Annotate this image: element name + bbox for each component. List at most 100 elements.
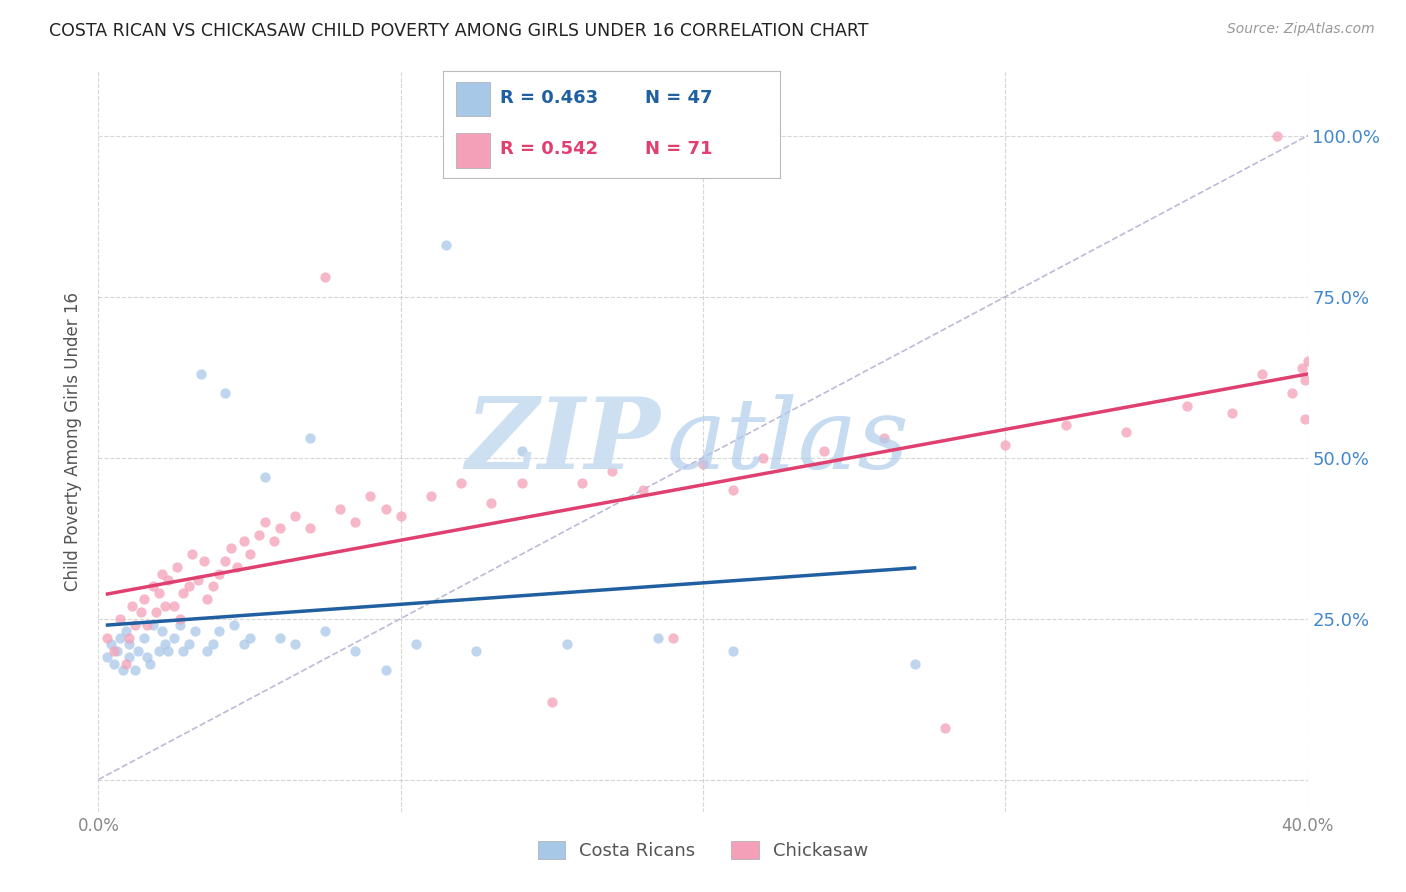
Point (1054, 418, 1077, 433)
Point (602, 463, 624, 477)
Point (187, 573, 209, 587)
Point (647, 631, 669, 645)
Point (299, 431, 322, 445)
Point (124, 663, 146, 677)
Point (153, 637, 176, 651)
Point (150, 566, 173, 581)
Point (481, 496, 503, 510)
Point (540, 695, 562, 709)
Point (314, 270, 336, 285)
Text: COSTA RICAN VS CHICKASAW CHILD POVERTY AMONG GIRLS UNDER 16 CORRELATION CHART: COSTA RICAN VS CHICKASAW CHILD POVERTY A… (49, 22, 869, 40)
Point (263, 534, 285, 549)
Point (631, 483, 654, 497)
Text: N = 47: N = 47 (645, 89, 713, 107)
Point (299, 521, 322, 535)
Point (420, 489, 443, 503)
Point (179, 579, 201, 593)
Point (139, 657, 162, 671)
Point (1251, 367, 1274, 381)
Point (253, 470, 276, 484)
Point (166, 560, 188, 574)
Point (1220, 406, 1243, 420)
Point (172, 644, 194, 658)
Point (135, 618, 157, 632)
Point (247, 528, 270, 542)
Point (1175, 399, 1198, 413)
Point (873, 431, 896, 445)
Point (389, 508, 412, 523)
Point (374, 502, 396, 516)
Point (132, 631, 155, 645)
Point (723, 644, 745, 658)
Point (148, 586, 170, 600)
Point (934, 721, 956, 735)
Point (190, 367, 212, 381)
Point (571, 476, 593, 491)
Point (103, 657, 125, 671)
Point (132, 592, 155, 607)
Point (150, 624, 173, 639)
Bar (457, 82, 491, 116)
Point (118, 650, 141, 665)
Point (1281, 386, 1303, 401)
Point (103, 644, 125, 658)
Point (179, 637, 201, 651)
Point (284, 637, 307, 651)
Point (1294, 412, 1316, 426)
Point (269, 631, 291, 645)
Point (269, 521, 291, 535)
Point (510, 476, 533, 491)
Point (555, 637, 578, 651)
Point (148, 644, 170, 658)
Point (692, 457, 714, 471)
Point (100, 637, 122, 651)
Point (118, 631, 141, 645)
Point (465, 644, 488, 658)
Point (202, 637, 225, 651)
Legend: Costa Ricans, Chickasaw: Costa Ricans, Chickasaw (529, 832, 877, 870)
Point (232, 534, 254, 549)
Point (135, 650, 157, 665)
Point (153, 599, 176, 613)
Point (723, 483, 745, 497)
Point (214, 386, 236, 401)
Point (239, 631, 262, 645)
Point (1267, 128, 1289, 143)
Point (434, 238, 457, 252)
Point (450, 476, 472, 491)
Point (129, 605, 152, 619)
Point (169, 618, 191, 632)
Point (111, 663, 134, 677)
Y-axis label: Child Poverty Among Girls Under 16: Child Poverty Among Girls Under 16 (65, 292, 83, 591)
Point (1296, 354, 1319, 368)
Point (195, 592, 218, 607)
Point (96, 631, 118, 645)
Point (314, 624, 336, 639)
Point (284, 508, 307, 523)
Point (169, 611, 191, 625)
Point (181, 547, 204, 561)
Point (813, 444, 835, 458)
Text: N = 71: N = 71 (645, 141, 713, 159)
Point (344, 644, 367, 658)
Point (344, 515, 367, 529)
Point (105, 644, 128, 658)
Point (752, 450, 775, 465)
Point (108, 631, 131, 645)
Point (163, 599, 186, 613)
Point (1294, 373, 1316, 387)
Point (1291, 360, 1313, 375)
Point (96, 650, 118, 665)
Point (156, 573, 179, 587)
Point (142, 579, 165, 593)
Text: Source: ZipAtlas.com: Source: ZipAtlas.com (1227, 22, 1375, 37)
Point (114, 657, 136, 671)
Point (226, 560, 249, 574)
Point (193, 554, 215, 568)
Point (142, 618, 165, 632)
Point (360, 489, 382, 503)
Point (124, 618, 146, 632)
Point (329, 502, 352, 516)
Bar (457, 134, 491, 168)
Point (156, 644, 179, 658)
